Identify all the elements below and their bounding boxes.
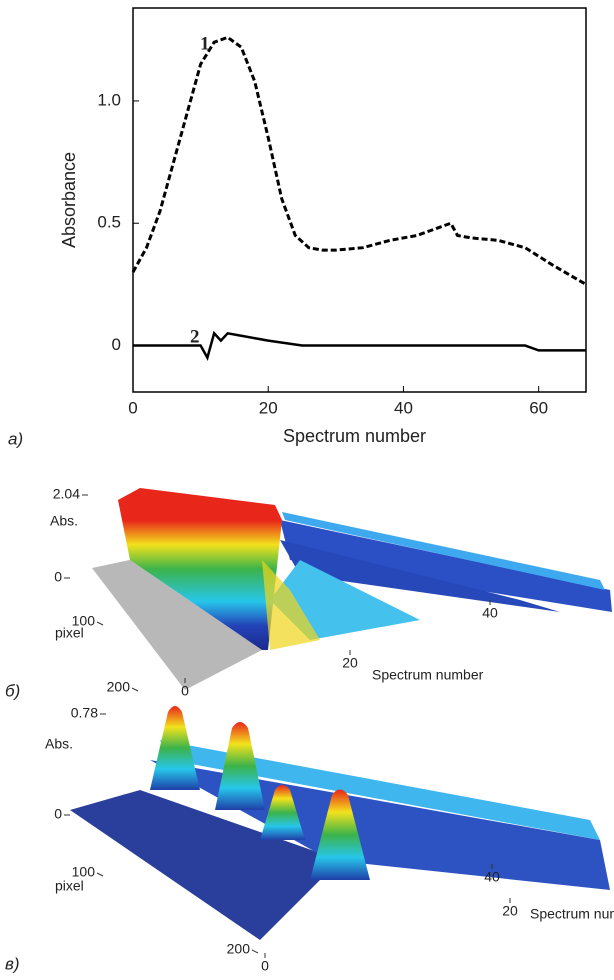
y-tick-label: 0 bbox=[112, 335, 121, 354]
surface-c bbox=[70, 706, 610, 940]
series-line bbox=[131, 35, 587, 286]
y-axis-label: pixel bbox=[55, 625, 84, 641]
x-tick-label: 20 bbox=[502, 903, 518, 919]
y-tick-label: 100 bbox=[72, 864, 96, 880]
x-tick-label: 20 bbox=[342, 655, 358, 671]
z-tick-label: 2.04 bbox=[53, 486, 80, 502]
x-tick-label: 60 bbox=[529, 398, 548, 417]
y-tick-label: 1.0 bbox=[97, 90, 121, 109]
x-tick-label: 40 bbox=[394, 398, 413, 417]
x-axis-label: Spectrum number bbox=[283, 426, 426, 446]
x-tick-label: 20 bbox=[259, 398, 278, 417]
x-tick-label: 0 bbox=[261, 958, 269, 974]
y-tick bbox=[96, 872, 104, 877]
z-axis-label: Abs. bbox=[50, 513, 78, 529]
x-tick-label: 40 bbox=[484, 869, 500, 885]
x-tick-label: 40 bbox=[482, 605, 498, 621]
series-annotation: 1 bbox=[200, 33, 210, 54]
z-tick-label: 0 bbox=[54, 806, 62, 822]
x-axis-label: Spectrum number bbox=[530, 906, 614, 922]
x-tick-label: 0 bbox=[128, 398, 137, 417]
x-tick-label: 0 bbox=[181, 683, 189, 699]
plot-frame bbox=[132, 7, 587, 393]
y-tick-label: 0.5 bbox=[97, 213, 121, 232]
z-tick-label: 0 bbox=[54, 569, 62, 585]
panel-label: в) bbox=[5, 954, 20, 973]
panel-label: a) bbox=[8, 429, 23, 448]
z-axis-label: Abs. bbox=[45, 736, 73, 752]
y-axis-label: Absorbance bbox=[59, 152, 79, 248]
surface-b bbox=[92, 488, 612, 690]
y-tick bbox=[251, 949, 259, 954]
y-tick-label: 100 bbox=[72, 613, 96, 629]
z-tick-label: 0.78 bbox=[71, 705, 98, 721]
y-tick-label: 200 bbox=[227, 941, 251, 957]
series-line bbox=[133, 330, 586, 362]
y-tick bbox=[131, 687, 139, 692]
y-tick bbox=[96, 621, 104, 626]
y-axis-label: pixel bbox=[55, 878, 84, 894]
y-tick-label: 200 bbox=[107, 679, 131, 695]
x-axis-label: Spectrum number bbox=[372, 667, 484, 683]
panel-label: б) bbox=[5, 681, 20, 700]
series-annotation: 2 bbox=[190, 326, 200, 347]
